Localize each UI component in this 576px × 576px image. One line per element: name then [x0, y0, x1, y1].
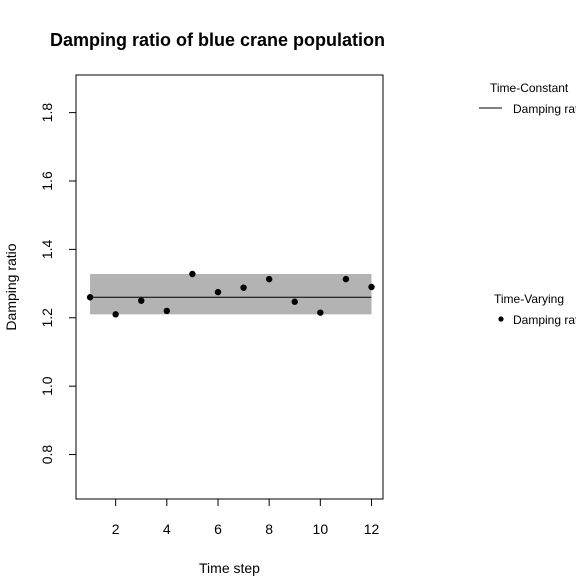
y-tick-label: 1.2 — [39, 308, 55, 328]
legend-label-time-constant: Damping ratio — [513, 102, 576, 116]
y-axis: 0.8 1.0 1.2 1.4 1.6 1.8 — [39, 103, 77, 465]
data-point — [342, 275, 350, 283]
x-tick-label: 2 — [112, 521, 120, 537]
x-tick-label: 6 — [214, 521, 222, 537]
x-tick-label: 8 — [265, 521, 273, 537]
data-point — [368, 283, 375, 291]
x-axis-label: Time step — [199, 560, 260, 576]
data-point — [86, 294, 94, 301]
x-tick-label: 12 — [364, 521, 380, 537]
legend-title-time-varying: Time-Varying — [494, 292, 564, 306]
legend-title-time-constant: Time-Constant — [490, 81, 569, 95]
data-point — [112, 311, 119, 318]
y-tick-label: 1.4 — [39, 239, 55, 259]
legend-point-symbol — [498, 316, 504, 322]
y-tick-label: 0.8 — [39, 445, 55, 465]
y-tick-label: 1.8 — [39, 103, 55, 123]
y-tick-label: 1.6 — [39, 171, 55, 191]
y-axis-label: Damping ratio — [3, 243, 19, 330]
chart-title: Damping ratio of blue crane population — [50, 30, 385, 50]
data-point — [189, 270, 196, 278]
time-varying-points — [86, 270, 375, 318]
data-point — [317, 309, 324, 316]
x-tick-label: 10 — [313, 521, 329, 537]
x-axis: 2 4 6 8 10 12 — [112, 498, 380, 537]
data-point — [240, 284, 247, 291]
legend-time-varying: Time-Varying Damping ratio — [494, 292, 576, 327]
data-point — [291, 298, 298, 305]
data-point — [138, 297, 145, 304]
ci-band — [90, 274, 372, 315]
legend-label-time-varying: Damping ratio — [513, 313, 576, 327]
legend-time-constant: Time-Constant Damping ratio — [479, 81, 576, 116]
x-tick-label: 4 — [163, 521, 171, 537]
data-point — [265, 275, 273, 283]
data-point — [163, 307, 171, 315]
y-tick-label: 1.0 — [39, 376, 55, 396]
data-point — [214, 288, 222, 296]
